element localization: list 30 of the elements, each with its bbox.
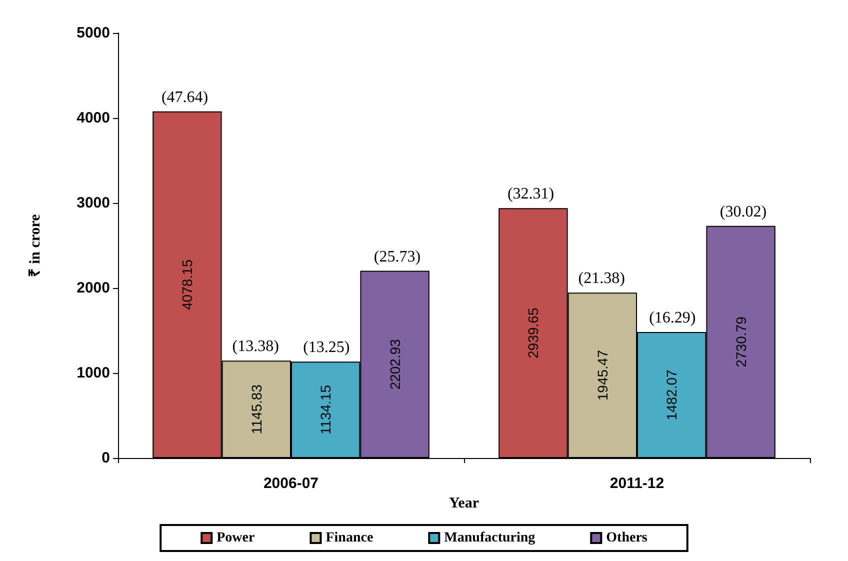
data-label: 1145.83 xyxy=(248,384,264,434)
y-tick-label: 0 xyxy=(102,450,110,466)
y-axis-title: ₹ in crore xyxy=(28,214,44,277)
data-label: 2730.79 xyxy=(732,316,749,368)
legend-label: Manufacturing xyxy=(444,530,536,546)
x-axis-title: Year xyxy=(449,495,480,512)
y-tick-label: 4000 xyxy=(76,110,110,126)
annotation: (30.02) xyxy=(720,203,767,220)
legend-label: Finance xyxy=(326,530,374,546)
annotation: (47.64) xyxy=(161,88,208,106)
data-label: 2202.93 xyxy=(386,338,403,390)
data-label: 4078.15 xyxy=(179,259,196,310)
legend-label: Others xyxy=(606,530,648,546)
x-tick-label: 2006-07 xyxy=(263,475,319,492)
y-tick-label: 5000 xyxy=(76,24,110,42)
y-tick-label: 3000 xyxy=(76,194,110,212)
data-label: 2939.65 xyxy=(525,308,542,358)
data-label: 1482.07 xyxy=(664,369,680,420)
data-label: 1134.15 xyxy=(318,384,334,435)
annotation: (13.38) xyxy=(232,338,279,356)
annotation: (16.29) xyxy=(649,310,696,327)
annotation: (13.25) xyxy=(303,339,350,356)
y-tick-label: 1000 xyxy=(76,364,110,382)
annotation: (25.73) xyxy=(374,248,421,266)
legend-label: Power xyxy=(216,530,255,546)
data-label: 1945.47 xyxy=(594,350,610,401)
y-tick-label: 2000 xyxy=(76,280,110,296)
annotation: (32.31) xyxy=(507,186,554,203)
x-tick-label: 2011-12 xyxy=(610,475,664,492)
annotation: (21.38) xyxy=(578,270,625,288)
